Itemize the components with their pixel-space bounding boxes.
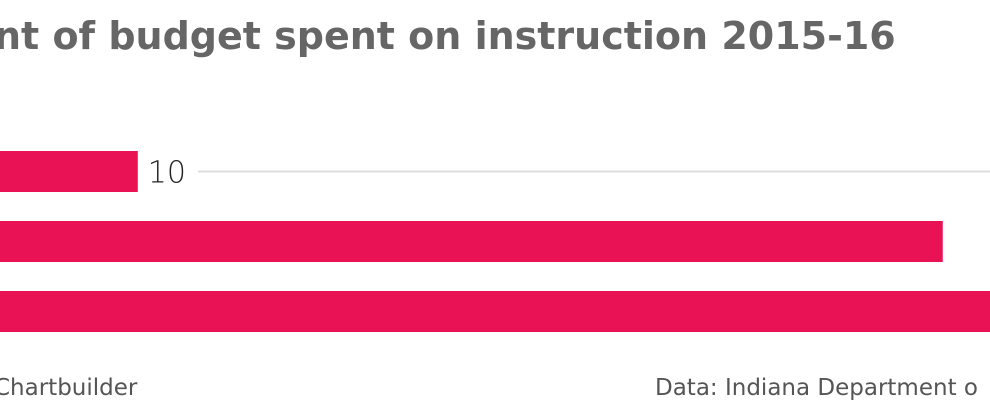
bar — [0, 221, 943, 262]
bar — [0, 291, 990, 332]
source: Data: Indiana Department o — [655, 375, 978, 401]
bar — [0, 151, 138, 192]
value-label: 10 — [148, 156, 186, 191]
chart-title: nt of budget spent on instruction 2015-1… — [0, 14, 896, 58]
credit: Chartbuilder — [0, 375, 138, 401]
